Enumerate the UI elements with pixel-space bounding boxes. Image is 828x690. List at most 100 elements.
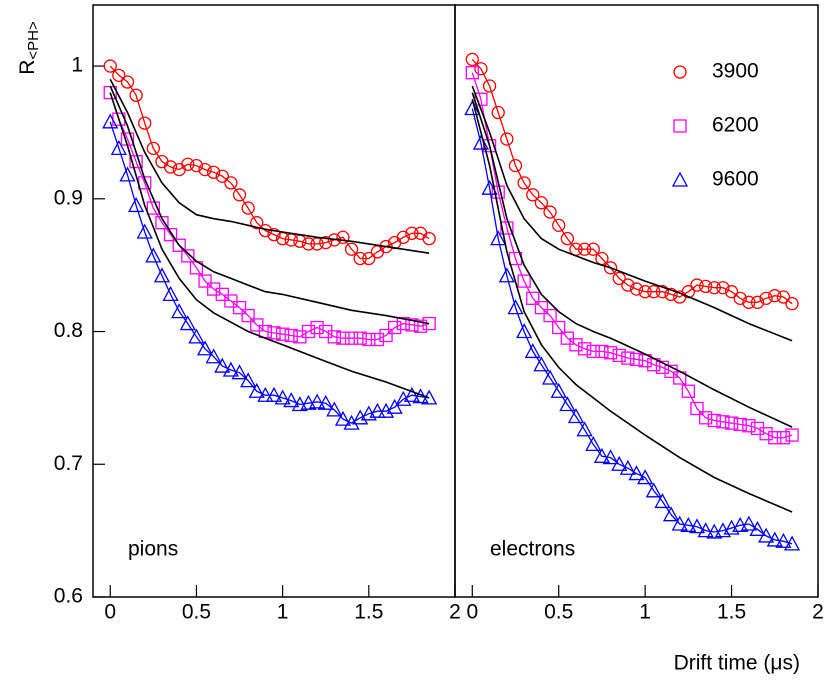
data-point [215,169,229,183]
data-point [181,157,195,171]
data-point [707,413,721,428]
data-point [336,331,350,345]
data-point [681,285,696,299]
data-point [628,465,645,481]
data-point [491,105,505,120]
data-point [517,274,531,288]
data-point [120,75,135,89]
data-point [621,351,635,365]
data-point [267,326,281,340]
data-point [343,414,360,430]
model-line [471,98,793,513]
data-point [680,516,697,532]
data-point [474,62,488,76]
data-point [724,416,739,430]
data-point [733,291,747,305]
data-point [319,235,333,250]
x-axis-label: Drift time (μs) [674,652,800,675]
data-point [362,251,376,266]
data-point [179,315,196,331]
data-point [706,523,723,539]
data-point [291,396,308,412]
data-point [267,227,281,242]
data-point [207,165,221,179]
data-point [586,344,600,359]
data-point [128,197,145,213]
data-point [593,447,611,463]
x-tick-label: 0 [104,601,116,624]
legend-label: 6200 [712,114,759,137]
data-point [344,242,359,256]
x-tick-label: 1.5 [354,601,383,624]
data-point [138,116,152,130]
data-point [119,166,136,182]
series-line [109,65,430,260]
data-point [500,221,514,235]
data-point [386,398,403,414]
data-point [136,223,153,239]
data-point [326,401,343,417]
data-point [742,295,756,309]
data-point [464,100,481,116]
panel-label: electrons [490,538,575,561]
series-line [109,92,430,341]
data-point [768,289,782,303]
data-point [257,386,274,402]
data-point [353,331,367,345]
data-point [655,285,670,299]
model-line [109,85,430,325]
x-tick-label: 0.5 [182,601,211,624]
data-point [541,369,559,385]
data-point [163,160,178,174]
data-point [301,237,316,251]
data-point [153,267,171,283]
data-point [750,421,765,436]
data-point [205,348,222,364]
data-point [637,469,654,485]
series-line [471,58,793,305]
data-point [284,328,298,343]
data-point [248,382,265,398]
data-point [724,285,739,299]
data-point [370,332,385,347]
plot-frame [454,4,819,598]
data-point [250,216,264,230]
data-point [103,59,117,73]
data-point [317,394,334,410]
data-point [500,132,514,146]
data-point [534,196,549,210]
data-point [698,411,713,425]
data-point [768,431,782,445]
x-tick-label: 1 [639,601,651,624]
y-tick-label: 1 [71,54,83,77]
data-point [275,327,290,341]
data-point [550,382,567,398]
data-point [241,308,255,323]
model-line [109,78,430,254]
plot-frame [92,4,456,598]
data-point [612,348,626,363]
data-point [232,188,247,202]
data-point [162,285,179,302]
data-point [740,515,757,531]
data-point [224,176,238,190]
data-point [758,527,775,543]
data-point [110,139,127,156]
data-point [629,282,644,296]
data-point [776,290,791,304]
data-point [732,516,749,532]
data-point [552,218,566,232]
data-point [198,162,212,177]
legend-marker [673,65,687,79]
data-point [301,324,316,339]
data-point [422,231,436,246]
data-point [524,343,541,359]
data-point [690,278,704,292]
data-point [481,179,498,195]
data-point [716,281,730,295]
data-point [612,271,626,286]
data-point [707,281,721,295]
data-point [102,113,119,129]
data-point [491,185,505,199]
